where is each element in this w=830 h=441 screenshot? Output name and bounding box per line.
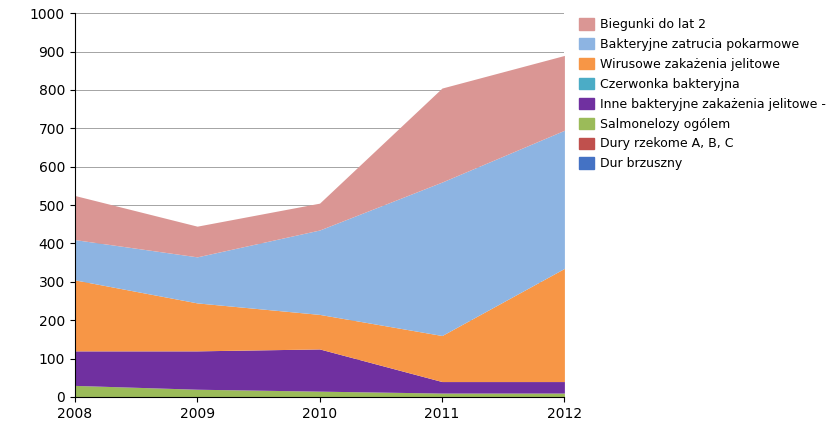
Legend: Biegunki do lat 2, Bakteryjne zatrucia pokarmowe, Wirusowe zakażenia jelitowe, C: Biegunki do lat 2, Bakteryjne zatrucia p… — [574, 13, 830, 176]
